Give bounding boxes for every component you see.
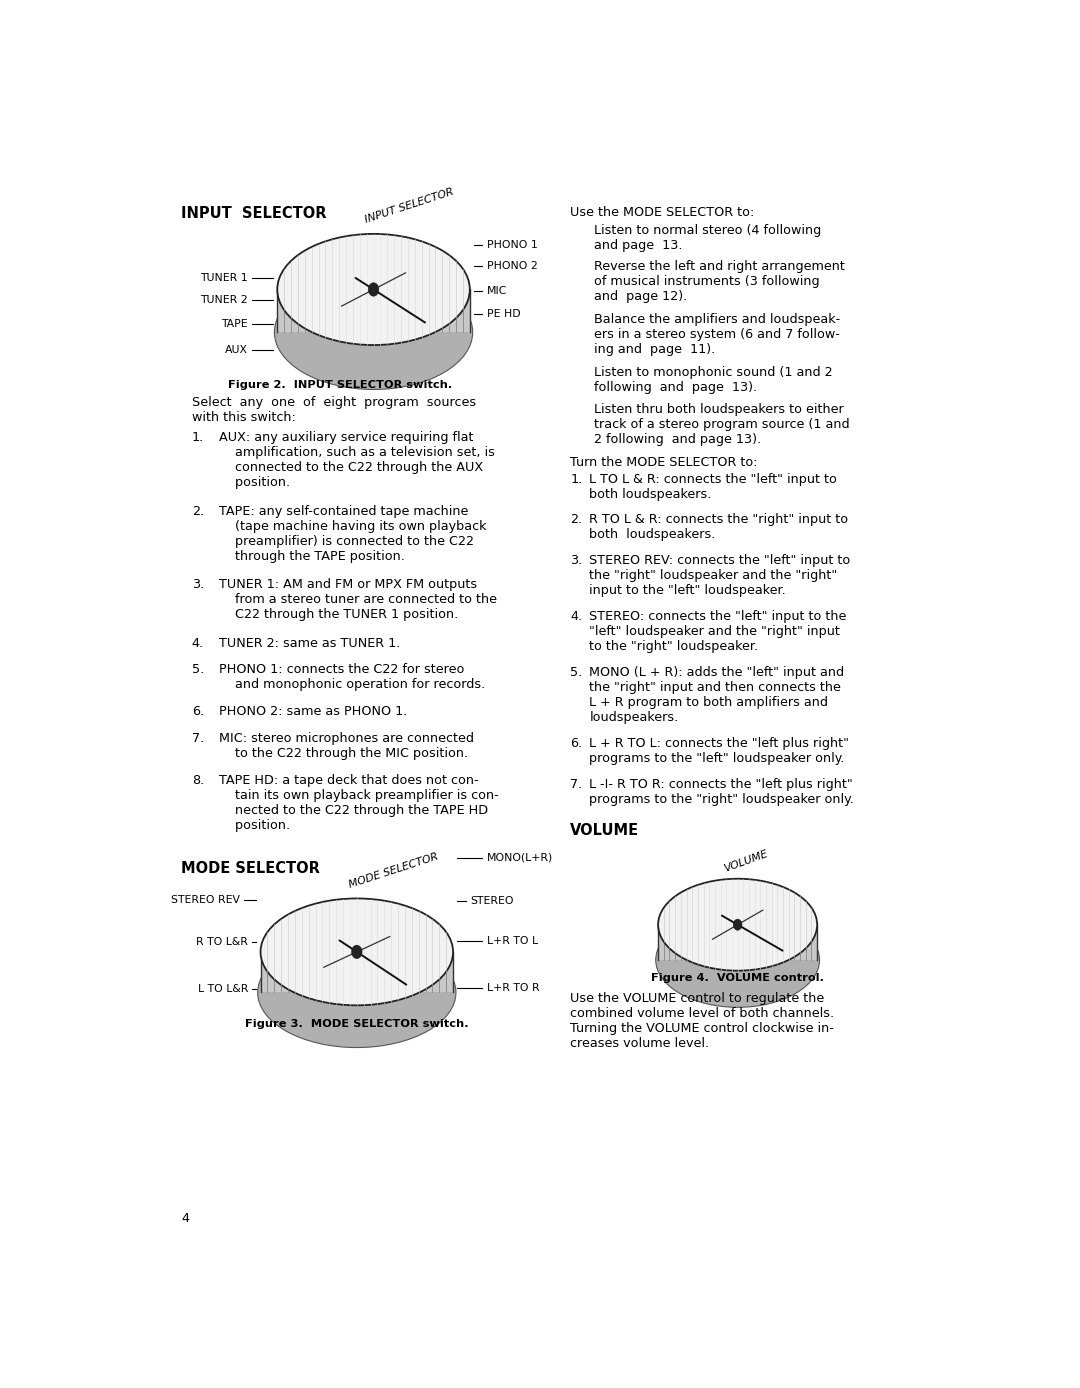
Bar [260,952,454,992]
Text: R TO L & R: connects the "right" input to
both  loudspeakers.: R TO L & R: connects the "right" input t… [590,514,849,541]
Text: STEREO: connects the "left" input to the
"left" loudspeaker and the "right" inpu: STEREO: connects the "left" input to the… [590,609,847,652]
Bar [658,924,818,960]
Text: 5.: 5. [192,663,204,676]
Text: 6.: 6. [192,705,204,719]
Text: MODE SELECTOR: MODE SELECTOR [181,861,320,876]
Text: TUNER 1: TUNER 1 [201,272,248,283]
Circle shape [351,945,362,959]
Text: L+R TO L: L+R TO L [486,936,538,947]
Text: TUNER 1: AM and FM or MPX FM outputs
    from a stereo tuner are connected to th: TUNER 1: AM and FM or MPX FM outputs fro… [218,579,497,622]
Text: Listen thru both loudspeakers to either
track of a stereo program source (1 and
: Listen thru both loudspeakers to either … [594,403,849,446]
Text: STEREO REV: connects the "left" input to
the "right" loudspeaker and the "right": STEREO REV: connects the "left" input to… [590,554,851,597]
Text: 3.: 3. [192,579,204,591]
Text: MODE SELECTOR: MODE SELECTOR [347,851,440,890]
Ellipse shape [258,937,456,1048]
Text: 1.: 1. [570,473,582,486]
Circle shape [368,283,379,296]
Text: R TO L&R: R TO L&R [197,937,248,947]
Text: TAPE: any self-contained tape machine
    (tape machine having its own playback
: TAPE: any self-contained tape machine (t… [218,504,486,562]
Text: INPUT SELECTOR: INPUT SELECTOR [364,187,456,225]
Text: PHONO 1: PHONO 1 [486,240,537,250]
Text: MIC: stereo microphones are connected
    to the C22 through the MIC position.: MIC: stereo microphones are connected to… [218,731,474,761]
Text: 8.: 8. [192,775,204,787]
Text: Use the MODE SELECTOR to:: Use the MODE SELECTOR to: [570,205,755,219]
Text: PHONO 2: same as PHONO 1.: PHONO 2: same as PHONO 1. [218,705,407,719]
Text: MONO (L + R): adds the "left" input and
the "right" input and then connects the
: MONO (L + R): adds the "left" input and … [590,666,845,723]
Text: PE HD: PE HD [486,310,521,319]
Text: Listen to normal stereo (4 following
and page  13.: Listen to normal stereo (4 following and… [594,223,821,251]
Text: 2.: 2. [570,514,582,526]
Text: Reverse the left and right arrangement
of musical instruments (3 following
and  : Reverse the left and right arrangement o… [594,261,845,304]
Ellipse shape [278,235,470,346]
Text: 4.: 4. [192,637,204,650]
Text: 2.: 2. [192,504,204,518]
Text: TUNER 2: TUNER 2 [201,296,248,305]
Text: STEREO REV: STEREO REV [171,894,240,905]
Text: STEREO: STEREO [470,895,513,905]
Text: INPUT  SELECTOR: INPUT SELECTOR [181,205,326,221]
Text: L -I- R TO R: connects the "left plus right"
programs to the "right" loudspeaker: L -I- R TO R: connects the "left plus ri… [590,777,854,805]
Text: 1.: 1. [192,430,204,444]
Bar [278,290,470,332]
Text: L TO L&R: L TO L&R [198,984,248,994]
Text: Figure 2.  INPUT SELECTOR switch.: Figure 2. INPUT SELECTOR switch. [228,380,453,390]
Text: 4.: 4. [570,609,582,623]
Text: Figure 3.  MODE SELECTOR switch.: Figure 3. MODE SELECTOR switch. [245,1019,469,1030]
Ellipse shape [274,275,473,390]
Text: Use the VOLUME control to regulate the
combined volume level of both channels.
T: Use the VOLUME control to regulate the c… [570,992,835,1051]
Text: TAPE HD: a tape deck that does not con-
    tain its own playback preamplifier i: TAPE HD: a tape deck that does not con- … [218,775,499,833]
Text: Figure 4.  VOLUME control.: Figure 4. VOLUME control. [651,973,824,983]
Text: L + R TO L: connects the "left plus right"
programs to the "left" loudspeaker on: L + R TO L: connects the "left plus righ… [590,737,850,765]
Text: 6.: 6. [570,737,582,751]
Text: AUX: any auxiliary service requiring flat
    amplification, such as a televisio: AUX: any auxiliary service requiring fla… [218,430,495,489]
Text: Turn the MODE SELECTOR to:: Turn the MODE SELECTOR to: [570,455,758,469]
Text: MIC: MIC [486,286,507,296]
Text: 7.: 7. [570,777,582,791]
Text: TAPE: TAPE [221,319,248,329]
Text: 4: 4 [181,1212,189,1224]
Text: L+R TO R: L+R TO R [486,983,539,994]
Text: 5.: 5. [570,666,582,679]
Ellipse shape [260,898,454,1005]
Text: 7.: 7. [192,731,204,745]
Text: PHONO 2: PHONO 2 [486,261,537,271]
Text: VOLUME: VOLUME [570,823,639,838]
Ellipse shape [658,879,818,970]
Text: Balance the amplifiers and loudspeak-
ers in a stereo system (6 and 7 follow-
in: Balance the amplifiers and loudspeak- er… [594,314,840,357]
Text: MONO(L+R): MONO(L+R) [486,852,553,863]
Text: L TO L & R: connects the "left" input to
both loudspeakers.: L TO L & R: connects the "left" input to… [590,473,837,501]
Text: VOLUME: VOLUME [723,848,769,873]
Text: 3.: 3. [570,554,582,566]
Text: AUX: AUX [225,346,248,355]
Text: TUNER 2: same as TUNER 1.: TUNER 2: same as TUNER 1. [218,637,400,650]
Text: PHONO 1: connects the C22 for stereo
    and monophonic operation for records.: PHONO 1: connects the C22 for stereo and… [218,663,485,691]
Text: Listen to monophonic sound (1 and 2
following  and  page  13).: Listen to monophonic sound (1 and 2 foll… [594,366,833,394]
Text: Select  any  one  of  eight  program  sources
with this switch:: Select any one of eight program sources … [192,397,476,425]
Ellipse shape [656,913,820,1008]
Circle shape [733,919,742,930]
